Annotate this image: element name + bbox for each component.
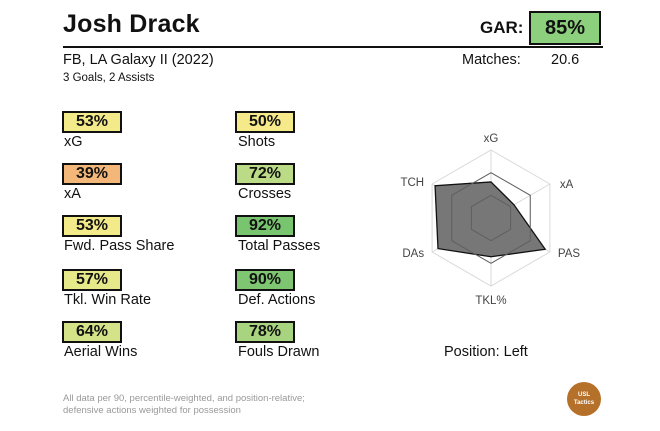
radar-labels: xG xA PAS TKL% DAs TCH: [400, 133, 580, 307]
stat-label-crosses: Crosses: [238, 186, 292, 202]
radar-axis-label: PAS: [558, 248, 580, 260]
stat-label-aerial-wins: Aerial Wins: [64, 344, 138, 360]
stat-badge-xa: 39%: [62, 163, 122, 185]
usl-tactics-logo: USL Tactics: [567, 382, 601, 416]
radar-chart: xG xA PAS TKL% DAs TCH: [400, 133, 580, 307]
player-subtitle: FB, LA Galaxy II (2022): [63, 52, 214, 68]
stat-label-tkl-win-rate: Tkl. Win Rate: [64, 292, 152, 308]
player-name: Josh Drack: [63, 10, 200, 38]
stat-label-fouls-drawn: Fouls Drawn: [238, 344, 320, 360]
footnote: All data per 90, percentile-weighted, an…: [63, 393, 363, 417]
gar-value-badge: 85%: [529, 11, 601, 45]
stat-label-xg: xG: [64, 134, 83, 150]
stat-label-shots: Shots: [238, 134, 276, 150]
position-label: Position: Left: [444, 344, 528, 360]
stat-badge-fouls-drawn: 78%: [235, 321, 295, 343]
radar-shape: [434, 181, 547, 258]
logo-line-1: USL: [578, 392, 590, 398]
stat-badge-xg: 53%: [62, 111, 122, 133]
stat-label-total-passes: Total Passes: [238, 238, 321, 254]
stat-label-fwd-pass-share: Fwd. Pass Share: [64, 238, 175, 254]
logo-line-2: Tactics: [573, 400, 595, 406]
stat-badge-total-passes: 92%: [235, 215, 295, 237]
stat-badge-aerial-wins: 64%: [62, 321, 122, 343]
stat-label-def-actions: Def. Actions: [238, 292, 316, 308]
radar-inner-ring: [470, 194, 512, 242]
stat-badge-def-actions: 90%: [235, 269, 295, 291]
radar-inner-ring: [451, 172, 531, 264]
radar-axis-label: TCH: [400, 177, 424, 189]
stat-badge-tkl-win-rate: 57%: [62, 269, 122, 291]
footnote-line-1: All data per 90, percentile-weighted, an…: [63, 393, 305, 404]
matches-label: Matches:: [462, 52, 521, 68]
header-divider: [63, 46, 603, 48]
gar-label: GAR:: [480, 18, 524, 37]
stat-badge-crosses: 72%: [235, 163, 295, 185]
radar-axis-label: TKL%: [475, 295, 506, 307]
footnote-line-2: defensive actions weighted for possessio…: [63, 405, 241, 416]
radar-axis-label: xG: [484, 133, 499, 145]
matches-value: 20.6: [551, 52, 580, 68]
radar-axis-label: xA: [560, 179, 574, 191]
stat-label-xa: xA: [64, 186, 81, 202]
goals-assists: 3 Goals, 2 Assists: [63, 72, 155, 84]
radar-axis-label: DAs: [402, 248, 424, 260]
stat-badge-shots: 50%: [235, 111, 295, 133]
stat-badge-fwd-pass-share: 53%: [62, 215, 122, 237]
